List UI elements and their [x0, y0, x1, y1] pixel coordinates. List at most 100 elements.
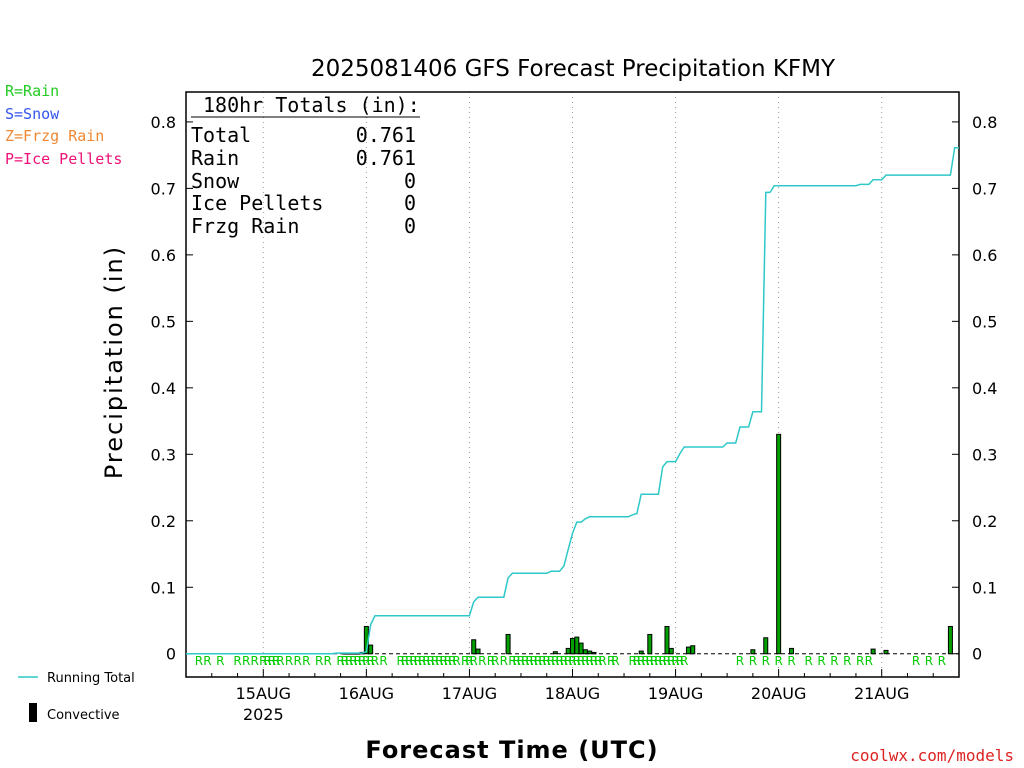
y-tick-label-left: 0.5 [151, 312, 176, 331]
rain-marker: R [817, 654, 825, 668]
rain-marker: R [538, 654, 546, 668]
rain-marker: R [478, 654, 486, 668]
rain-marker: R [598, 654, 606, 668]
totals-header: 180hr Totals (in): [203, 93, 420, 117]
rain-marker: R [551, 654, 559, 668]
rain-marker: R [830, 654, 838, 668]
rain-marker: R [345, 654, 353, 668]
totals-value-frzg-rain: 0 [404, 214, 416, 238]
rain-marker: R [774, 654, 782, 668]
convective-bar [565, 647, 571, 655]
convective-bar [870, 648, 876, 655]
convective-bar [690, 645, 696, 655]
rain-marker: R [216, 654, 224, 668]
rain-marker: R [762, 654, 770, 668]
rain-marker: R [293, 654, 301, 668]
rain-marker: R [637, 654, 645, 668]
rain-marker: R [285, 654, 293, 668]
rain-marker: R [525, 654, 533, 668]
rain-marker: R [517, 654, 525, 668]
rain-marker: R [362, 654, 370, 668]
rain-marker: R [671, 654, 679, 668]
convective-bar [685, 646, 691, 655]
y-tick-label-left: 0.4 [151, 379, 176, 398]
rain-marker: R [379, 654, 387, 668]
x-tick-label: 17AUG [442, 684, 497, 703]
legend-ice-pellets: P=Ice Pellets [5, 150, 122, 168]
convective-bar [578, 642, 584, 655]
rain-marker: R [560, 654, 568, 668]
rain-marker: R [409, 654, 417, 668]
convective-bar [505, 633, 511, 655]
rain-marker: R [577, 654, 585, 668]
legend-rain: R=Rain [5, 82, 59, 100]
rain-marker: R [242, 654, 250, 668]
chart-title: 2025081406 GFS Forecast Precipitation KF… [311, 56, 836, 82]
rain-marker: R [925, 654, 933, 668]
totals-label-total: Total [191, 123, 251, 147]
convective-bar [763, 637, 769, 655]
rain-marker: R [659, 654, 667, 668]
rain-marker: R [555, 654, 563, 668]
convective-bars [342, 433, 953, 655]
x-tick-label: 15AUG [236, 684, 291, 703]
convective-bar [664, 625, 670, 655]
convective-bar [591, 651, 597, 655]
rain-marker: R [663, 654, 671, 668]
totals-label-ice-pellets: Ice Pellets [191, 191, 323, 215]
rain-marker: R [611, 654, 619, 668]
rain-marker: R [465, 654, 473, 668]
convective-bar [750, 649, 756, 655]
rain-marker: R [534, 654, 542, 668]
rain-marker: R [736, 654, 744, 668]
rain-marker: R [787, 654, 795, 668]
rain-marker: R [435, 654, 443, 668]
rain-marker: R [405, 654, 413, 668]
y-axis-right: 0 0.1 0.2 0.3 0.4 0.5 0.6 0.7 0.8 [952, 113, 997, 664]
x-axis: 15AUG 2025 16AUG 17AUG 18AUG 19AUG 20AUG 21AUG [211, 669, 934, 724]
totals-box: 180hr Totals (in): Total 0.761 Rain 0.76… [191, 93, 420, 238]
credit-text: coolwx.com/models [850, 746, 1014, 765]
rain-marker: R [594, 654, 602, 668]
convective-bar [552, 651, 558, 655]
convective-bar [638, 650, 644, 655]
totals-label-frzg-rain: Frzg Rain [191, 214, 299, 238]
rain-marker: R [521, 654, 529, 668]
y-axis-title: Precipitation (in) [100, 245, 128, 479]
rain-marker: R [667, 654, 675, 668]
legend-freezing-rain: Z=Frzg Rain [5, 127, 104, 145]
legend-convective-swatch [29, 703, 37, 722]
rain-marker: R [276, 654, 284, 668]
legend-snow: S=Snow [5, 105, 60, 123]
y-tick-label-right: 0.7 [972, 179, 997, 198]
rain-marker: R [676, 654, 684, 668]
rain-marker: R [508, 654, 516, 668]
rain-marker: R [633, 654, 641, 668]
x-tick-sublabel: 2025 [243, 705, 284, 724]
x-tick-label: 21AUG [854, 684, 909, 703]
rain-marker: R [461, 654, 469, 668]
x-tick-label: 16AUG [339, 684, 394, 703]
rain-marker: R [233, 654, 241, 668]
totals-label-rain: Rain [191, 146, 239, 170]
rain-marker: R [938, 654, 946, 668]
running-total-line [186, 147, 959, 655]
y-tick-label-right: 0.2 [972, 512, 997, 531]
legend-convective: Convective [47, 708, 120, 723]
convective-bar [668, 647, 674, 655]
rain-marker: R [431, 654, 439, 668]
y-tick-label-left: 0.7 [151, 179, 176, 198]
rain-marker: R [530, 654, 538, 668]
rain-marker: R [324, 654, 332, 668]
y-tick-label-right: 0.1 [972, 578, 997, 597]
rain-marker: R [302, 654, 310, 668]
rain-marker: R [263, 654, 271, 668]
rain-marker: R [564, 654, 572, 668]
rain-marker: R [336, 654, 344, 668]
rain-marker: R [500, 654, 508, 668]
convective-bar [947, 625, 953, 655]
rain-marker: R [268, 654, 276, 668]
rain-marker: R [452, 654, 460, 668]
